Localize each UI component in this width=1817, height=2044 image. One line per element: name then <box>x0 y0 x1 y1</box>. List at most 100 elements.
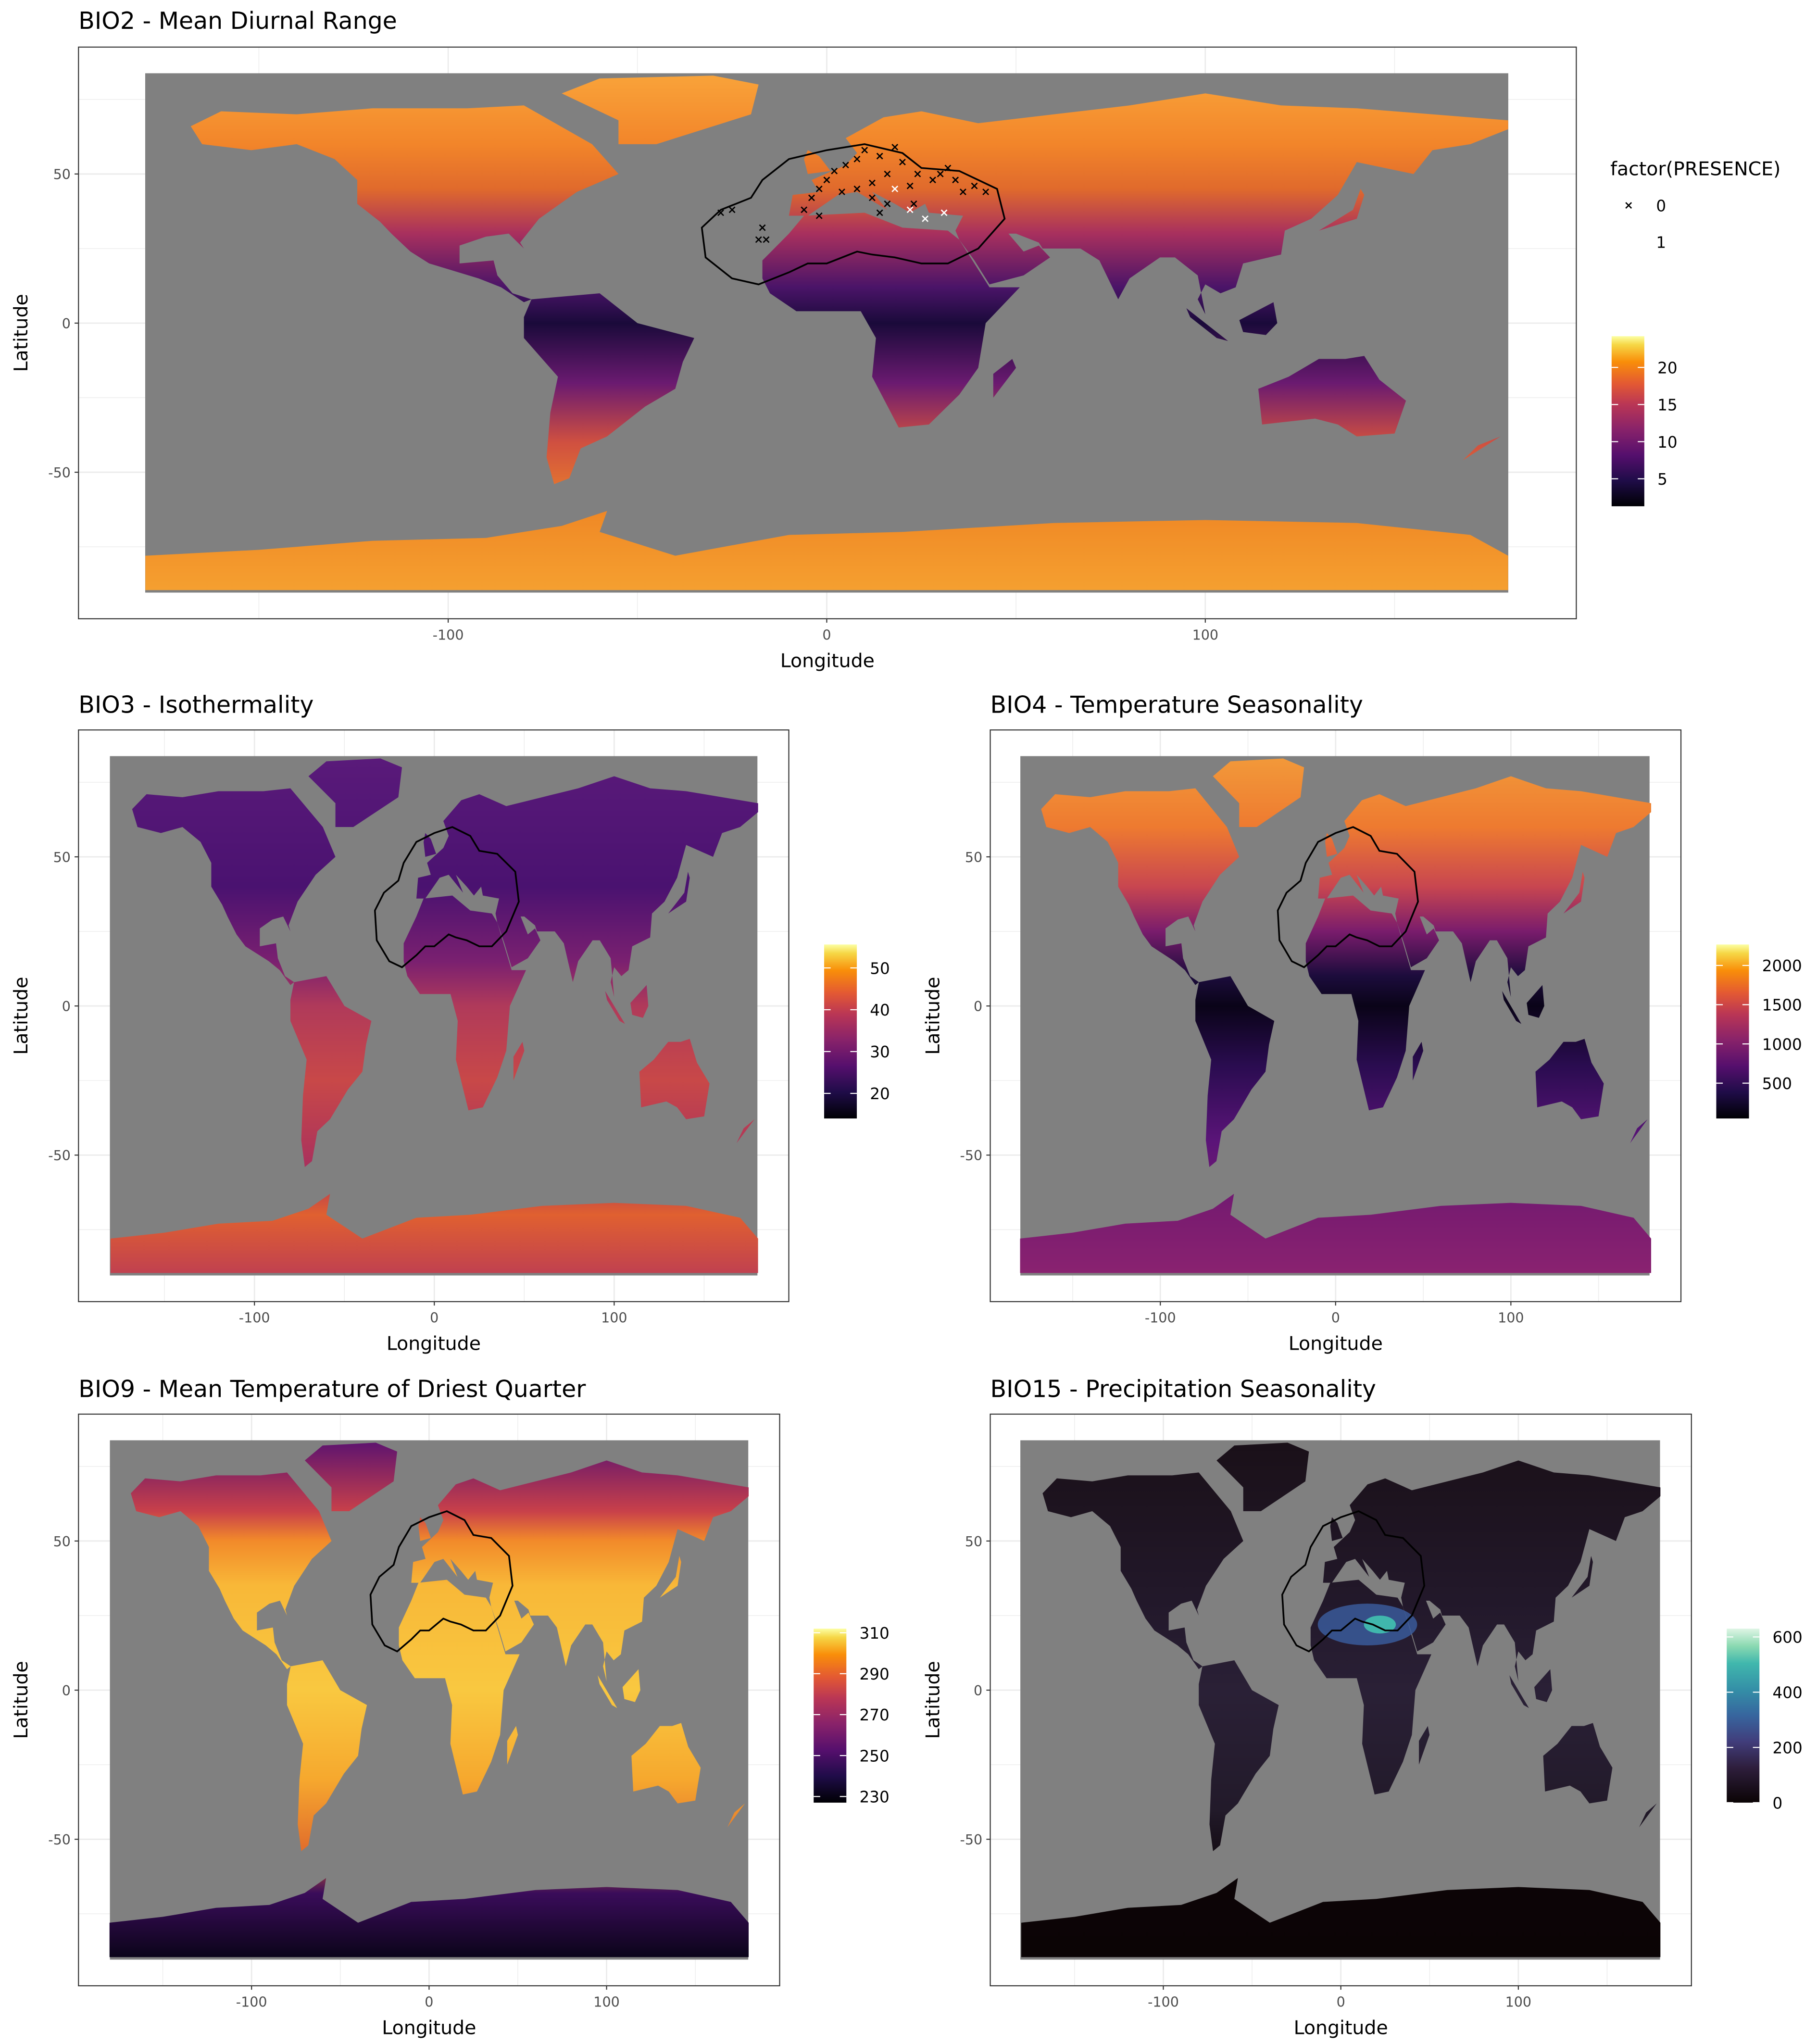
land-mass <box>1021 1878 1661 1957</box>
colorbar-label: 400 <box>1772 1684 1802 1702</box>
land-mass <box>1042 1472 1243 1669</box>
point-presence-0 <box>842 162 849 169</box>
x-tick-label: 0 <box>430 1310 439 1326</box>
point-presence-0 <box>839 188 845 196</box>
point-presence-0 <box>823 176 830 184</box>
x-tick-label: -100 <box>1148 1994 1179 2010</box>
land-mass <box>1213 758 1304 827</box>
colorbar-label: 0 <box>1772 1794 1782 1812</box>
y-tick-label: -50 <box>48 464 71 481</box>
colorbar-label: 1000 <box>1762 1035 1802 1053</box>
colorbar-legend: 5 10 15 20 <box>1611 336 1678 506</box>
point-presence-1 <box>922 215 929 222</box>
study-area-outline <box>1281 1510 1426 1653</box>
point-presence-0 <box>937 170 944 177</box>
legend-key-cross <box>1625 238 1632 246</box>
land-mass <box>1323 1460 1661 1681</box>
land-mass <box>1186 308 1228 341</box>
colorbar-legend: 20 30 40 50 <box>824 944 890 1119</box>
land-mass <box>416 776 758 997</box>
chart-title: BIO2 - Mean Diurnal Range <box>78 7 397 35</box>
land-mass <box>562 75 759 144</box>
y-tick-label: -50 <box>48 1831 71 1848</box>
point-presence-0 <box>815 212 823 219</box>
point-presence-0 <box>876 152 883 160</box>
chart-title: BIO9 - Mean Temperature of Driest Quarte… <box>78 1376 586 1403</box>
x-tick-label: -100 <box>1145 1310 1176 1326</box>
x-tick-label: 0 <box>425 1994 433 2010</box>
land-mass <box>1419 1726 1430 1765</box>
x-tick-label: -100 <box>433 627 464 643</box>
map-panel-bio15: BIO15 - Precipitation Seasonality -100 0 10… <box>922 1376 1802 2039</box>
colorbar-label: 5 <box>1657 470 1667 489</box>
point-presence-0 <box>868 179 876 187</box>
y-tick-label: 0 <box>974 1682 982 1699</box>
land-mass <box>110 1193 758 1273</box>
land-mass <box>789 93 1508 314</box>
y-tick-label: -50 <box>960 1147 983 1164</box>
point-presence-0 <box>944 164 952 172</box>
x-axis-label: Longitude <box>780 650 875 672</box>
point-presence-0 <box>728 206 736 213</box>
land-mass <box>287 1660 367 1851</box>
colorbar-label: 290 <box>859 1665 889 1683</box>
colorbar-label: 20 <box>1657 359 1678 377</box>
land-mass <box>145 511 1508 590</box>
map-panel-bio9: BIO9 - Mean Temperature of Driest Quarte… <box>10 1376 890 2039</box>
x-axis-label: Longitude <box>382 2017 476 2039</box>
point-presence-0 <box>906 182 914 189</box>
land-mass <box>660 1555 681 1598</box>
colorbar-label: 50 <box>870 959 890 978</box>
land-mass <box>304 1442 398 1511</box>
x-tick-label: 100 <box>1498 1310 1524 1326</box>
map-panel-bio3: BIO3 - Isothermality -100 0 100 -50 0 50 Longit… <box>10 691 890 1355</box>
land-mass <box>524 293 694 484</box>
land-mass <box>1325 833 1338 857</box>
land-mass <box>308 758 402 827</box>
point-presence-0 <box>884 170 891 177</box>
y-tick-label: 0 <box>62 315 71 332</box>
land-raster <box>145 75 1508 590</box>
panel-border <box>78 46 1577 619</box>
point-presence-0 <box>755 236 762 243</box>
colorbar-legend: 500 1000 1500 2000 <box>1716 944 1802 1119</box>
study-area-outline <box>701 143 1006 286</box>
y-tick-label: 50 <box>53 166 71 183</box>
colorbar-legend: 0 200 400 600 <box>1727 1629 1803 1812</box>
chart-title: BIO15 - Precipitation Seasonality <box>990 1376 1376 1403</box>
colorbar-label: 230 <box>859 1788 889 1806</box>
colorbar-label: 250 <box>859 1747 889 1765</box>
land-mass <box>1041 788 1240 985</box>
shape-legend: factor(PRESENCE) 0 1 <box>1610 158 1780 252</box>
land-mass <box>631 1723 701 1804</box>
map-panel-bio4: BIO4 - Temperature Seasonality -100 0 100 -5… <box>922 691 1802 1355</box>
colorbar-label: 30 <box>870 1043 890 1061</box>
colorbar <box>1611 336 1644 506</box>
study-area-outline <box>369 1510 514 1653</box>
land-mass <box>804 150 831 174</box>
map-panel-bio2: BIO2 - Mean Diurnal Range -100 0 100 -50 0 50 L… <box>10 7 1780 672</box>
x-tick-label: 0 <box>1331 1310 1340 1326</box>
point-presence-0 <box>861 147 868 154</box>
land-mass <box>1543 1723 1613 1804</box>
study-area-outline <box>374 826 520 968</box>
x-tick-label: 100 <box>1505 1994 1532 2010</box>
shape-legend-label: 0 <box>1656 197 1666 215</box>
land-mass <box>399 1580 520 1795</box>
colorbar <box>1727 1629 1760 1803</box>
land-mass <box>1318 188 1365 231</box>
y-tick-label: 50 <box>53 1533 71 1550</box>
panel-border <box>78 729 789 1303</box>
presence-points <box>717 144 990 243</box>
land-mass <box>622 1669 640 1702</box>
y-tick-label: 50 <box>965 1533 982 1550</box>
land-mass <box>411 1460 749 1681</box>
x-tick-label: 100 <box>1192 627 1219 643</box>
y-tick-label: 50 <box>53 849 71 865</box>
point-presence-0 <box>899 159 906 165</box>
land-mass <box>1535 1039 1604 1119</box>
colorbar-legend: 230 250 270 290 310 <box>814 1624 890 1806</box>
land-mass <box>513 1041 525 1081</box>
chart-title: BIO4 - Temperature Seasonality <box>990 691 1363 719</box>
legend-key-cross <box>1625 202 1632 209</box>
